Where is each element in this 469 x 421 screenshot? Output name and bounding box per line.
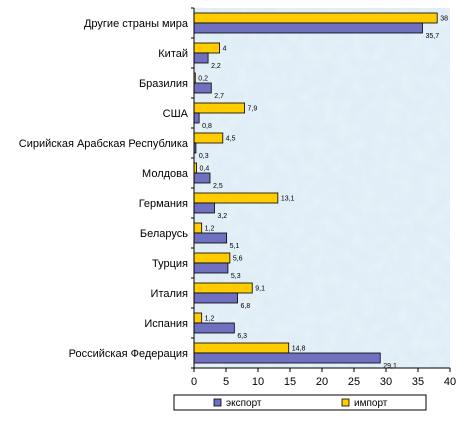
- value-label-import: 13,1: [281, 196, 295, 203]
- bar-export: [193, 352, 381, 364]
- bar-export: [193, 52, 209, 64]
- value-label-export: 6,3: [237, 333, 247, 340]
- value-label-import: 5,6: [233, 256, 243, 263]
- bar-export: [193, 22, 423, 34]
- x-tick-label: 25: [348, 376, 360, 388]
- value-label-export: 5,3: [231, 273, 241, 280]
- bar-import: [193, 252, 231, 264]
- value-label-import: 9,1: [255, 286, 265, 293]
- value-label-import: 14,8: [292, 346, 306, 353]
- category-label: Российская Федерация: [69, 348, 188, 360]
- value-label-import: 0,4: [200, 166, 210, 173]
- x-tick-label: 40: [444, 376, 456, 388]
- value-label-export: 5,1: [230, 243, 240, 250]
- category-label: Германия: [139, 198, 188, 210]
- legend-label: экспорт: [226, 398, 262, 409]
- bar-export: [193, 262, 229, 274]
- bar-import: [193, 312, 203, 324]
- x-tick-label: 20: [316, 376, 328, 388]
- bar-export: [193, 322, 235, 334]
- category-label: Турция: [152, 258, 188, 270]
- bar-export: [193, 202, 215, 214]
- category-label: Молдова: [142, 168, 189, 180]
- value-label-export: 0,3: [199, 153, 209, 160]
- legend-swatch: [213, 398, 222, 407]
- value-label-import: 4,5: [226, 136, 236, 143]
- bar-import: [193, 192, 279, 204]
- category-label: США: [163, 108, 189, 120]
- bar-import: [193, 282, 253, 294]
- category-label: Беларусь: [140, 228, 188, 240]
- bar-export: [193, 112, 200, 124]
- legend-box: [173, 394, 427, 411]
- bar-import: [193, 342, 290, 354]
- bar-import: [193, 42, 221, 54]
- category-label: Китай: [158, 48, 188, 60]
- category-label: Сирийская Арабская Республика: [19, 138, 189, 150]
- value-label-import: 4: [223, 46, 227, 53]
- bar-import: [193, 132, 224, 144]
- value-label-import: 38: [440, 16, 448, 23]
- category-label: Бразилия: [139, 78, 188, 90]
- value-label-export: 29,1: [383, 363, 397, 370]
- bar-import: [193, 222, 203, 234]
- legend-swatch: [341, 398, 350, 407]
- legend-label: импорт: [354, 398, 388, 409]
- value-label-import: 1,2: [205, 316, 215, 323]
- value-label-export: 0,8: [202, 123, 212, 130]
- bar-import: [193, 102, 245, 114]
- bar-export: [193, 232, 228, 244]
- value-label-export: 2,7: [214, 93, 224, 100]
- value-label-import: 7,9: [248, 106, 258, 113]
- x-tick-label: 15: [284, 376, 296, 388]
- x-tick-label: 35: [412, 376, 424, 388]
- value-label-export: 3,2: [217, 213, 227, 220]
- x-tick-label: 10: [252, 376, 264, 388]
- bar-export: [193, 292, 238, 304]
- x-tick-label: 0: [191, 376, 197, 388]
- category-label: Испания: [144, 318, 188, 330]
- value-label-export: 35,7: [425, 33, 439, 40]
- category-label: Италия: [151, 288, 189, 300]
- value-label-export: 6,8: [241, 303, 251, 310]
- value-label-export: 2,5: [213, 183, 223, 190]
- value-label-import: 1,2: [205, 226, 215, 233]
- category-label: Другие страны мира: [84, 18, 189, 30]
- x-tick-label: 30: [380, 376, 392, 388]
- bar-export: [193, 82, 212, 94]
- plot-texture: [194, 8, 450, 368]
- bar-import: [193, 12, 438, 24]
- value-label-export: 2,2: [211, 63, 221, 70]
- x-tick-label: 5: [223, 376, 229, 388]
- value-label-import: 0,2: [198, 76, 208, 83]
- bar-export: [193, 172, 211, 184]
